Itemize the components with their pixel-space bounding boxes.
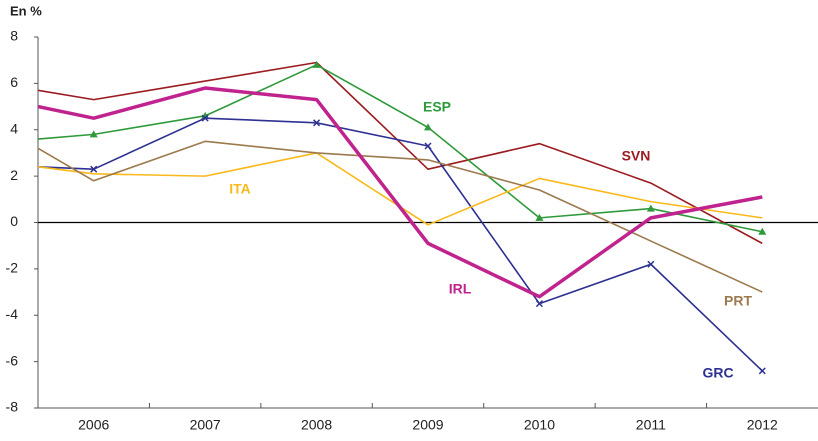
y-axis-label: En % (10, 3, 42, 18)
series-line (37, 64, 763, 233)
series-line (37, 117, 763, 372)
x-tick-label: 2010 (524, 417, 555, 433)
series-line (37, 152, 763, 226)
x-tick-label: 2007 (190, 417, 221, 433)
marker (758, 367, 766, 375)
marker (89, 130, 98, 138)
series-label: GRC (702, 365, 733, 381)
marker (646, 204, 655, 212)
y-tick-label: 4 (10, 120, 18, 136)
marker (313, 119, 321, 127)
x-tick-label: 2006 (78, 417, 109, 433)
y-tick-label: 6 (10, 74, 18, 90)
y-tick-label: -6 (6, 352, 19, 368)
series-label: ITA (229, 181, 251, 197)
series-label: IRL (449, 281, 472, 297)
marker (312, 60, 321, 68)
marker (647, 260, 655, 268)
series-label: PRT (724, 293, 752, 309)
y-tick-label: -2 (6, 260, 19, 276)
marker (535, 300, 543, 308)
marker (90, 165, 98, 173)
y-tick-label: 0 (10, 213, 18, 229)
series-line (37, 86, 763, 299)
y-tick-label: 2 (10, 167, 18, 183)
x-tick-label: 2009 (412, 417, 443, 433)
series-line (37, 61, 763, 245)
x-tick-label: 2011 (636, 417, 666, 433)
y-tick-label: -4 (6, 306, 19, 322)
x-tick-label: 2012 (747, 417, 778, 433)
series-label: ESP (423, 99, 451, 115)
x-tick-label: 2008 (301, 417, 332, 433)
marker (424, 123, 432, 131)
series-label: SVN (622, 148, 651, 164)
marker (201, 114, 209, 122)
y-tick-label: 8 (10, 28, 18, 44)
marker (424, 142, 432, 150)
y-tick-label: -8 (6, 399, 19, 415)
marker (758, 227, 767, 235)
marker (535, 213, 544, 221)
